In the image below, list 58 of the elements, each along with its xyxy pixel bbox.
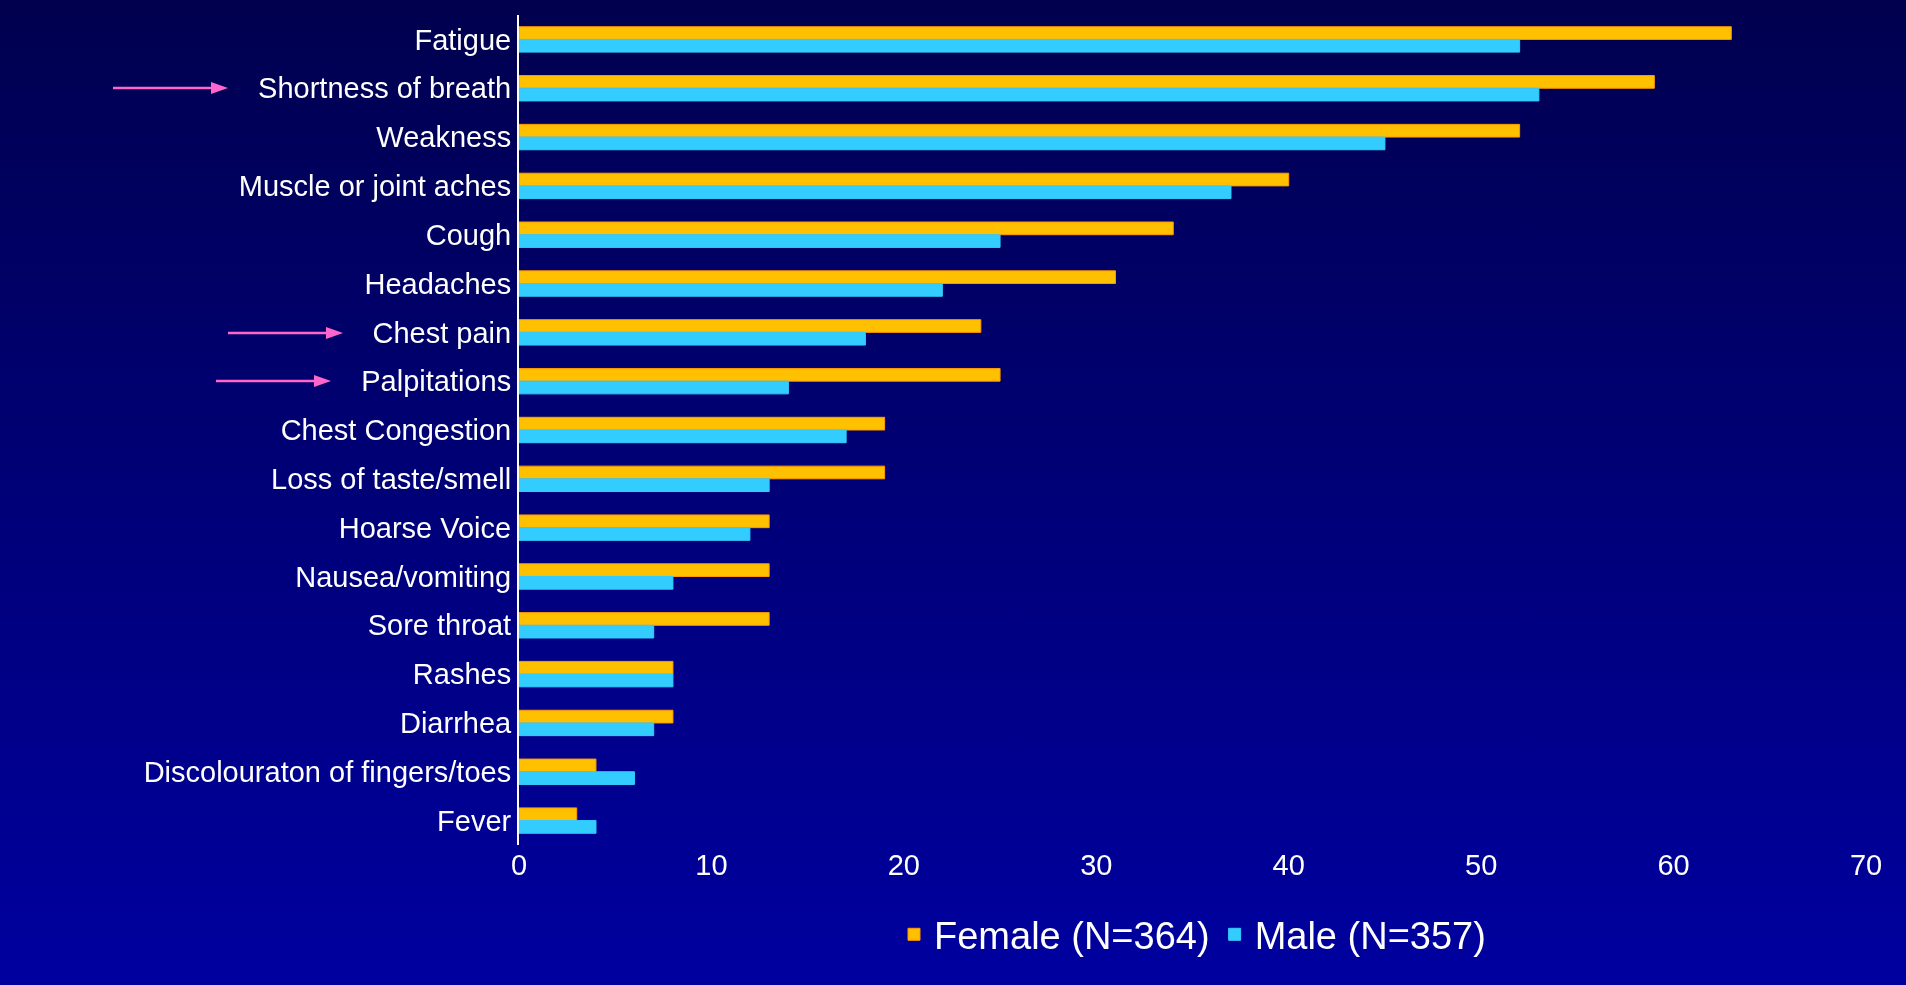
y-tick-label: Palpitations [361, 365, 512, 398]
bar [519, 283, 943, 297]
x-tick-label: 60 [1657, 849, 1690, 881]
bar [519, 771, 635, 785]
x-tick-label: 30 [1080, 849, 1113, 881]
x-tick-label: 40 [1272, 849, 1305, 881]
bar [519, 612, 770, 626]
legend-label: Male (N=357) [1254, 915, 1486, 958]
bar [519, 270, 1117, 285]
bar [519, 87, 1540, 102]
y-tick-label: Diarrhea [399, 707, 513, 740]
bar [519, 722, 655, 737]
y-tick-label: Loss of taste/smell [271, 462, 512, 495]
bar [519, 429, 847, 444]
bar [519, 575, 674, 590]
x-tick-label: 0 [510, 849, 528, 881]
bar [519, 136, 1386, 151]
bar [519, 807, 578, 822]
bar [519, 331, 866, 346]
y-tick-label: Nausea/vomiting [295, 560, 512, 593]
y-tick-label: Discolouraton of fingers/toes [143, 755, 512, 788]
bar [519, 709, 674, 724]
bar [519, 221, 1174, 236]
x-tick-label: 20 [887, 849, 920, 881]
bar [519, 514, 770, 529]
bar [519, 234, 1001, 248]
y-tick-label: Rashes [412, 658, 512, 691]
bar [519, 367, 1001, 382]
y-tick-label: Hoarse Voice [338, 511, 512, 544]
y-tick-label: Chest Congestion [280, 414, 512, 447]
y-tick-label: Cough [425, 218, 512, 251]
y-tick-label: Fatigue [414, 23, 512, 56]
bar [519, 563, 770, 577]
x-tick-label: 10 [695, 849, 728, 881]
bar [519, 319, 982, 333]
bar [519, 75, 1655, 89]
bar [519, 527, 751, 541]
bar [519, 820, 597, 834]
y-tick-label: Sore throat [367, 609, 512, 642]
bar [519, 123, 1521, 138]
bar [519, 465, 886, 480]
y-tick-label: Fever [437, 804, 512, 837]
y-tick-label: Muscle or joint aches [238, 170, 512, 203]
y-tick-label: Weakness [376, 121, 512, 154]
x-tick-label: 70 [1849, 849, 1883, 881]
y-tick-label: Chest pain [372, 316, 512, 349]
bar [519, 26, 1732, 40]
bar [519, 624, 655, 639]
bar [519, 758, 597, 773]
x-tick-label: 50 [1465, 849, 1498, 881]
legend-label: Female (N=364) [934, 915, 1210, 958]
bar [519, 478, 770, 493]
bar [519, 185, 1232, 200]
bar [519, 673, 674, 688]
y-tick-label: Shortness of breath [258, 72, 512, 105]
bar [519, 380, 789, 395]
y-tick-label: Headaches [364, 267, 512, 300]
bar [519, 38, 1521, 53]
